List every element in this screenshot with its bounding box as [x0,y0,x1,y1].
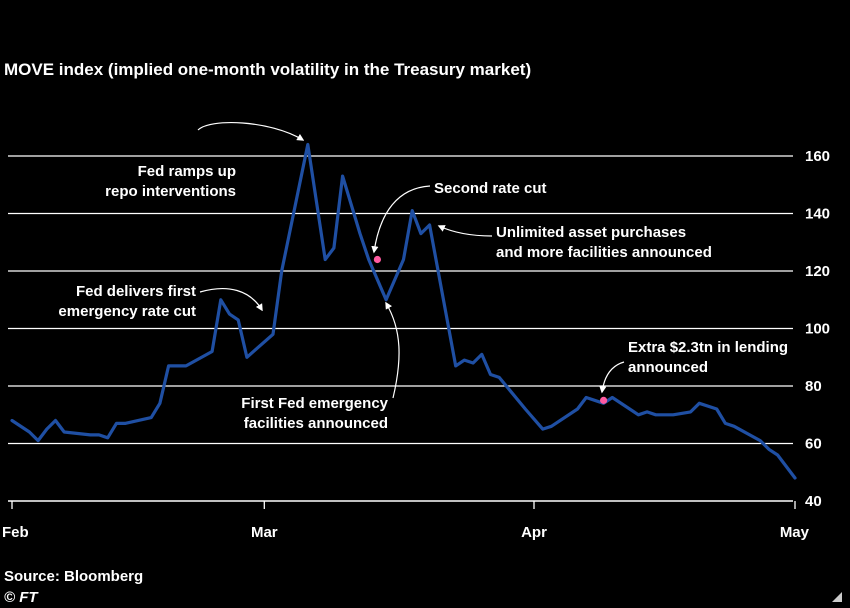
y-tick-label: 100 [805,321,830,338]
x-tick-label: May [780,524,810,541]
annotation-label: and more facilities announced [496,244,712,261]
annotation-arrow [197,122,305,141]
annotation-label: Extra $2.3tn in lending [628,339,788,356]
copyright-note: © FT [4,589,38,606]
series-line-0 [10,142,797,480]
annotation-label: Unlimited asset purchases [496,224,686,241]
annotation-label: Second rate cut [434,180,547,197]
annotation-label: announced [628,359,708,376]
annotation-arrow [385,301,400,399]
annotation-label: First Fed emergency [241,395,388,412]
source-note: Source: Bloomberg [4,568,144,585]
y-tick-label: 40 [805,493,822,510]
annotation-label: Fed delivers first [76,283,196,300]
y-tick-label: 80 [805,378,822,395]
annotation-label: facilities announced [244,415,388,432]
annotation-arrow [371,185,431,254]
chart-title: MOVE index (implied one-month volatility… [4,60,532,79]
annotation-label: repo interventions [105,183,236,200]
x-tick-label: Mar [251,524,278,541]
event-marker [600,396,608,404]
y-tick-label: 60 [805,436,822,453]
annotation-arrow [437,225,493,237]
y-tick-label: 140 [805,206,830,223]
annotation-arrow [199,288,263,312]
x-tick-label: Feb [2,524,29,541]
annotation-label: emergency rate cut [58,303,196,320]
x-tick-label: Apr [521,524,547,541]
resize-handle-icon [832,592,842,602]
y-tick-label: 160 [805,148,830,165]
y-tick-label: 120 [805,263,830,280]
event-marker [373,255,381,264]
annotation-label: Fed ramps up [138,163,236,180]
annotation-arrow [599,361,625,394]
